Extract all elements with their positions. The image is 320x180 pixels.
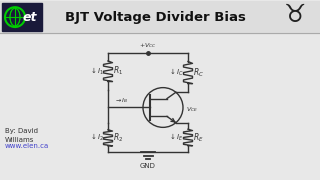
Text: ♉: ♉ [284,3,306,27]
Text: $\downarrow I_C$: $\downarrow I_C$ [168,67,184,78]
Text: $\rightarrow I_B$: $\rightarrow I_B$ [114,96,128,105]
Bar [2,3,42,31]
Text: $R_2$: $R_2$ [113,132,123,144]
Text: www.elen.ca: www.elen.ca [5,143,49,149]
Text: GND: GND [140,163,156,169]
Text: +$V_{CC}$: +$V_{CC}$ [139,41,157,50]
Text: By: David
Williams: By: David Williams [5,128,38,143]
Text: $\downarrow I_E$: $\downarrow I_E$ [168,132,184,143]
Text: $R_C$: $R_C$ [193,66,204,79]
Text: $V_{CE}$: $V_{CE}$ [186,105,198,114]
Bar [0,1,320,33]
Text: $R_1$: $R_1$ [113,65,123,78]
Text: $R_E$: $R_E$ [193,131,204,144]
Text: et: et [23,11,37,24]
Text: BJT Voltage Divider Bias: BJT Voltage Divider Bias [65,11,245,24]
Text: $\downarrow I_2$: $\downarrow I_2$ [89,132,104,143]
Text: $\downarrow I_1$: $\downarrow I_1$ [89,66,104,77]
